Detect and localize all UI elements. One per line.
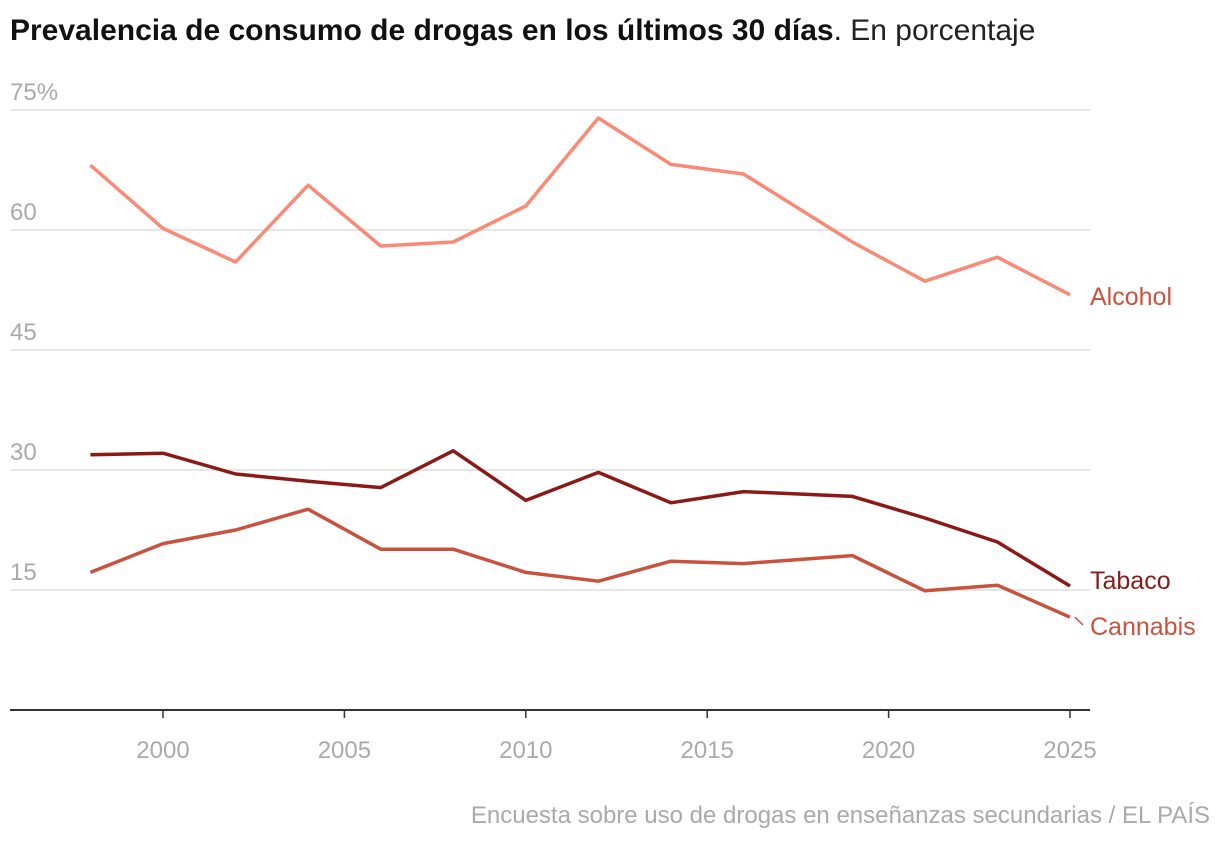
x-tick-label: 2025	[1043, 737, 1096, 764]
x-tick-label: 2005	[318, 737, 371, 764]
label-leader	[1074, 616, 1084, 626]
series-line-alcohol	[89, 116, 1071, 297]
chart-subtitle: En porcentaje	[850, 14, 1036, 47]
x-tick-label: 2010	[499, 737, 552, 764]
y-tick-label: 60	[10, 199, 37, 226]
y-tick-label: 30	[10, 439, 37, 466]
x-tick-label: 2000	[136, 737, 189, 764]
y-tick-label: 15	[10, 559, 37, 586]
x-tick-label: 2015	[681, 737, 734, 764]
source-note: Encuesta sobre uso de drogas en enseñanz…	[470, 802, 1210, 829]
x-tick-label: 2020	[862, 737, 915, 764]
series-line-cannabis	[89, 507, 1071, 619]
y-tick-label: 45	[10, 319, 37, 346]
series-label-tabaco: Tabaco	[1090, 567, 1171, 595]
title-dot: .	[833, 14, 851, 47]
title-main: Prevalencia de consumo de drogas en los …	[10, 14, 834, 47]
y-tick-label: 75%	[10, 79, 58, 106]
series-label-alcohol: Alcohol	[1090, 283, 1172, 311]
series-label-cannabis: Cannabis	[1090, 613, 1196, 641]
series-line-tabaco	[90, 449, 1071, 588]
chart-title: Prevalencia de consumo de drogas en los …	[10, 14, 1035, 48]
